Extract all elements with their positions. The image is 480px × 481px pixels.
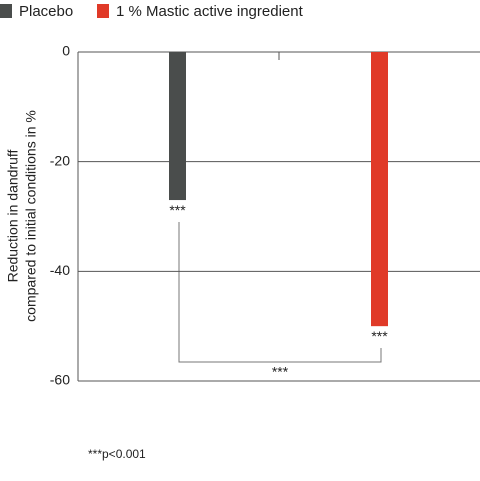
y-tick-label: 0 <box>62 43 70 59</box>
bar <box>169 52 186 201</box>
footnote: ***p<0.001 <box>88 447 146 461</box>
legend-swatch <box>0 4 12 18</box>
bar <box>371 52 388 327</box>
y-axis-label: compared to initial conditions in % <box>23 110 39 322</box>
y-tick-label: -60 <box>50 372 70 388</box>
y-tick-label: -20 <box>50 152 70 168</box>
y-axis-label: Reduction in dandruff <box>5 149 21 282</box>
legend-swatch <box>97 4 109 18</box>
significance-label: *** <box>371 328 388 344</box>
comparison-annotation: *** <box>272 364 289 380</box>
legend-label: 1 % Mastic active ingredient <box>116 3 304 20</box>
y-tick-label: -40 <box>50 262 70 278</box>
significance-label: *** <box>169 202 186 218</box>
comparison-bracket <box>178 222 382 363</box>
legend-label: Placebo <box>19 3 73 20</box>
